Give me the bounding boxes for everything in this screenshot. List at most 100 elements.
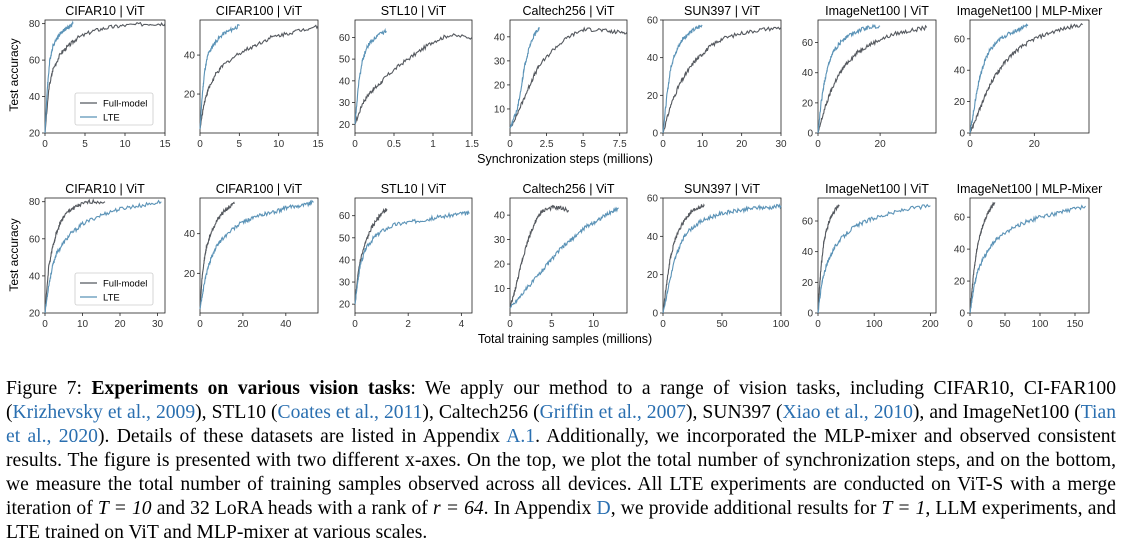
x-tick-label: 0 (660, 319, 666, 330)
math-inline: T = 1 (881, 498, 926, 519)
full-model-series-line (817, 204, 840, 314)
x-tick-label: 0 (507, 139, 513, 150)
chart-panel: ImageNet100 | MLP-Mixer 0 20 40 60 0 50 100 150 (954, 182, 1102, 330)
y-tick-label: 40 (184, 51, 196, 62)
y-tick-label: 60 (802, 38, 814, 49)
full-model-series-line (354, 33, 473, 125)
y-tick-label: 20 (184, 269, 196, 280)
x-tick-label: 20 (736, 139, 748, 150)
x-tick-label: 200 (922, 319, 939, 330)
appendix-link[interactable]: A.1 (506, 426, 536, 447)
axes-frame (817, 19, 937, 134)
full-model-series-line (44, 198, 106, 314)
chart-title: ImageNet100 | ViT (825, 182, 929, 196)
x-tick-label: 20 (114, 319, 126, 330)
chart-panel: CIFAR100 | ViT 20 40 0 20 40 (184, 182, 319, 330)
chart-panel: ImageNet100 | ViT 0 20 40 60 0 20 (802, 4, 937, 150)
y-tick-label: 60 (954, 34, 966, 45)
y-tick-label: 40 (184, 229, 196, 240)
figure-caption: Figure 7: Experiments on various vision … (6, 378, 1117, 543)
y-tick-label: 10 (494, 104, 506, 115)
math-inline: r = 64 (432, 498, 484, 519)
x-tick-label: 0 (660, 139, 666, 150)
top-x-axis-label: Synchronization steps (millions) (477, 152, 653, 166)
y-tick-label: 0 (807, 309, 813, 320)
chart-panel: CIFAR10 | ViT 20 40 60 80 0 5 10 15 Full-model LTE (29, 4, 171, 150)
y-tick-label: 60 (339, 33, 351, 44)
y-tick-label: 40 (339, 76, 351, 87)
y-tick-label: 40 (647, 232, 659, 243)
citation-link[interactable]: Griffin et al., 2007 (539, 402, 686, 423)
x-tick-label: 0 (815, 319, 821, 330)
axes-frame (509, 19, 628, 134)
x-tick-label: 0 (815, 139, 821, 150)
y-tick-label: 20 (29, 129, 41, 140)
x-tick-label: 50 (716, 319, 728, 330)
y-axis-label-top: Test accuracy (7, 38, 21, 111)
y-tick-label: 40 (29, 92, 41, 103)
axes-frame (44, 19, 166, 134)
y-axis-label-bottom: Test accuracy (7, 218, 21, 291)
y-tick-label: 40 (494, 211, 506, 222)
x-tick-label: 20 (237, 319, 249, 330)
lte-series-line (662, 24, 703, 134)
y-tick-label: 0 (959, 309, 965, 320)
caption-title: Experiments on various vision tasks (91, 378, 411, 399)
x-tick-label: 50 (999, 319, 1011, 330)
y-tick-label: 20 (339, 120, 351, 131)
chart-title: Caltech256 | ViT (523, 182, 615, 196)
y-tick-label: 40 (954, 66, 966, 77)
citation-link[interactable]: Krizhevsky et al., 2009 (12, 402, 196, 423)
y-tick-label: 20 (494, 80, 506, 91)
axes-frame (354, 197, 473, 314)
y-tick-label: 20 (802, 278, 814, 289)
full-model-series-line (354, 207, 388, 305)
citation-link[interactable]: Tian et al., 2020 (6, 402, 1116, 447)
x-tick-label: 0 (967, 139, 973, 150)
y-tick-label: 0 (652, 129, 658, 140)
y-tick-label: 60 (954, 213, 966, 224)
y-tick-label: 80 (29, 19, 41, 30)
y-tick-label: 60 (29, 56, 41, 67)
chart-title: CIFAR100 | ViT (216, 4, 303, 18)
lte-series-line (354, 27, 387, 125)
y-tick-label: 0 (959, 129, 965, 140)
y-tick-label: 80 (29, 197, 41, 208)
citation-link[interactable]: Xiao et al., 2010 (782, 402, 913, 423)
y-tick-label: 20 (954, 97, 966, 108)
y-tick-label: 30 (494, 235, 506, 246)
x-tick-label: 0.5 (387, 139, 401, 150)
y-tick-label: 40 (339, 255, 351, 266)
citation-link[interactable]: Coates et al., 2011 (277, 402, 423, 423)
y-tick-label: 10 (494, 284, 506, 295)
y-tick-label: 20 (647, 270, 659, 281)
y-tick-label: 20 (29, 309, 41, 320)
lte-series-line (817, 203, 931, 314)
x-tick-label: 5 (82, 139, 88, 150)
chart-panel: SUN397 | ViT 0 20 40 60 0 10 20 30 (647, 4, 787, 150)
y-tick-label: 60 (647, 16, 659, 27)
y-tick-label: 20 (339, 300, 351, 311)
x-tick-label: 0 (42, 319, 48, 330)
x-tick-label: 1 (430, 139, 436, 150)
lte-series-line (44, 199, 162, 314)
x-tick-label: 10 (273, 139, 285, 150)
appendix-link[interactable]: D (596, 498, 611, 519)
y-tick-label: 50 (339, 55, 351, 66)
chart-panel: Caltech256 | ViT 10 20 30 40 0 2.5 5 7.5 (494, 4, 628, 150)
lte-series-line (969, 204, 1086, 314)
y-tick-label: 30 (339, 278, 351, 289)
x-tick-label: 0 (197, 139, 203, 150)
x-tick-label: 0 (42, 139, 48, 150)
y-tick-label: 0 (652, 309, 658, 320)
y-tick-label: 50 (339, 233, 351, 244)
lte-series-line (817, 23, 881, 134)
lte-series-line (509, 27, 540, 129)
x-tick-label: 30 (775, 139, 787, 150)
x-tick-label: 100 (773, 319, 790, 330)
y-tick-label: 0 (807, 129, 813, 140)
lte-series-line (44, 20, 74, 134)
chart-panel: CIFAR100 | ViT 20 40 0 5 10 15 (184, 4, 324, 150)
legend-label: LTE (103, 293, 120, 304)
lte-series-line (662, 203, 782, 314)
